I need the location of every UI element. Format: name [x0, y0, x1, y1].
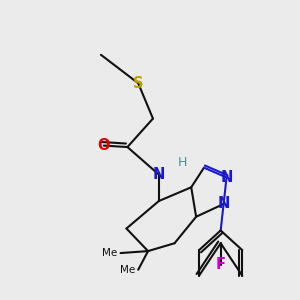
Text: H: H: [178, 156, 187, 169]
Text: N: N: [153, 167, 165, 182]
Text: F: F: [216, 257, 226, 272]
Text: Me: Me: [120, 265, 135, 275]
Text: Me: Me: [102, 248, 118, 258]
Text: O: O: [98, 138, 110, 153]
Text: N: N: [218, 196, 230, 211]
Text: S: S: [133, 76, 143, 91]
Text: N: N: [220, 170, 233, 185]
